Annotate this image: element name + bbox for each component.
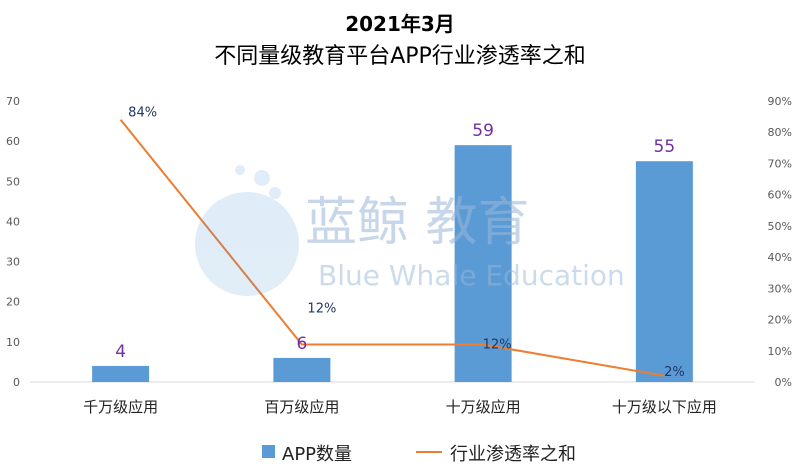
chart-legend: APP数量 行业渗透率之和 [0, 436, 800, 466]
x-category-label: 千万级应用 [83, 398, 158, 416]
y-right-tick-label: 20% [768, 314, 792, 327]
chart-subtitle: 不同量级教育平台APP行业渗透率之和 [214, 44, 586, 69]
line-value-label: 84% [128, 106, 157, 121]
line-value-label: 2% [664, 365, 685, 380]
y-left-tick-label: 10 [6, 336, 20, 349]
x-category-label: 十万级应用 [446, 398, 521, 416]
y-left-tick-label: 40 [6, 215, 20, 228]
bar-value-label: 55 [654, 137, 676, 157]
y-right-tick-label: 10% [768, 345, 792, 358]
y-right-tick-label: 30% [768, 282, 792, 295]
bar [273, 357, 331, 382]
x-category-label: 百万级应用 [264, 398, 339, 416]
y-left-tick-label: 70 [6, 95, 20, 108]
line-series [119, 119, 665, 377]
y-left-tick-label: 60 [6, 135, 20, 148]
legend-bar-swatch [262, 445, 275, 458]
y-left-tick-label: 50 [6, 175, 20, 188]
y-right-tick-label: 0% [775, 376, 792, 389]
legend-bar-label: APP数量 [282, 444, 353, 465]
y-left-tick-label: 20 [6, 296, 20, 309]
bar-value-label: 59 [472, 121, 494, 141]
y-right-tick-label: 60% [768, 189, 792, 202]
y-right-tick-label: 50% [768, 220, 792, 233]
chart-title: 2021年3月 [345, 12, 455, 36]
y-right-tick-label: 70% [768, 157, 792, 170]
bar [92, 365, 150, 382]
legend-line-label: 行业渗透率之和 [450, 444, 576, 465]
y-left-tick-label: 30 [6, 256, 20, 269]
y-right-tick-label: 40% [768, 251, 792, 264]
bar-value-label: 6 [296, 334, 307, 354]
y-right-tick-label: 90% [768, 95, 792, 108]
y-left-tick-label: 0 [13, 376, 20, 389]
line-value-label: 12% [483, 338, 512, 353]
legend-line-swatch [416, 451, 442, 453]
x-category-label: 十万级以下应用 [612, 398, 717, 416]
line-value-label: 12% [307, 302, 336, 317]
bar [635, 161, 693, 382]
bar [454, 145, 512, 382]
bar-value-label: 4 [115, 342, 126, 362]
y-right-tick-label: 80% [768, 126, 792, 139]
